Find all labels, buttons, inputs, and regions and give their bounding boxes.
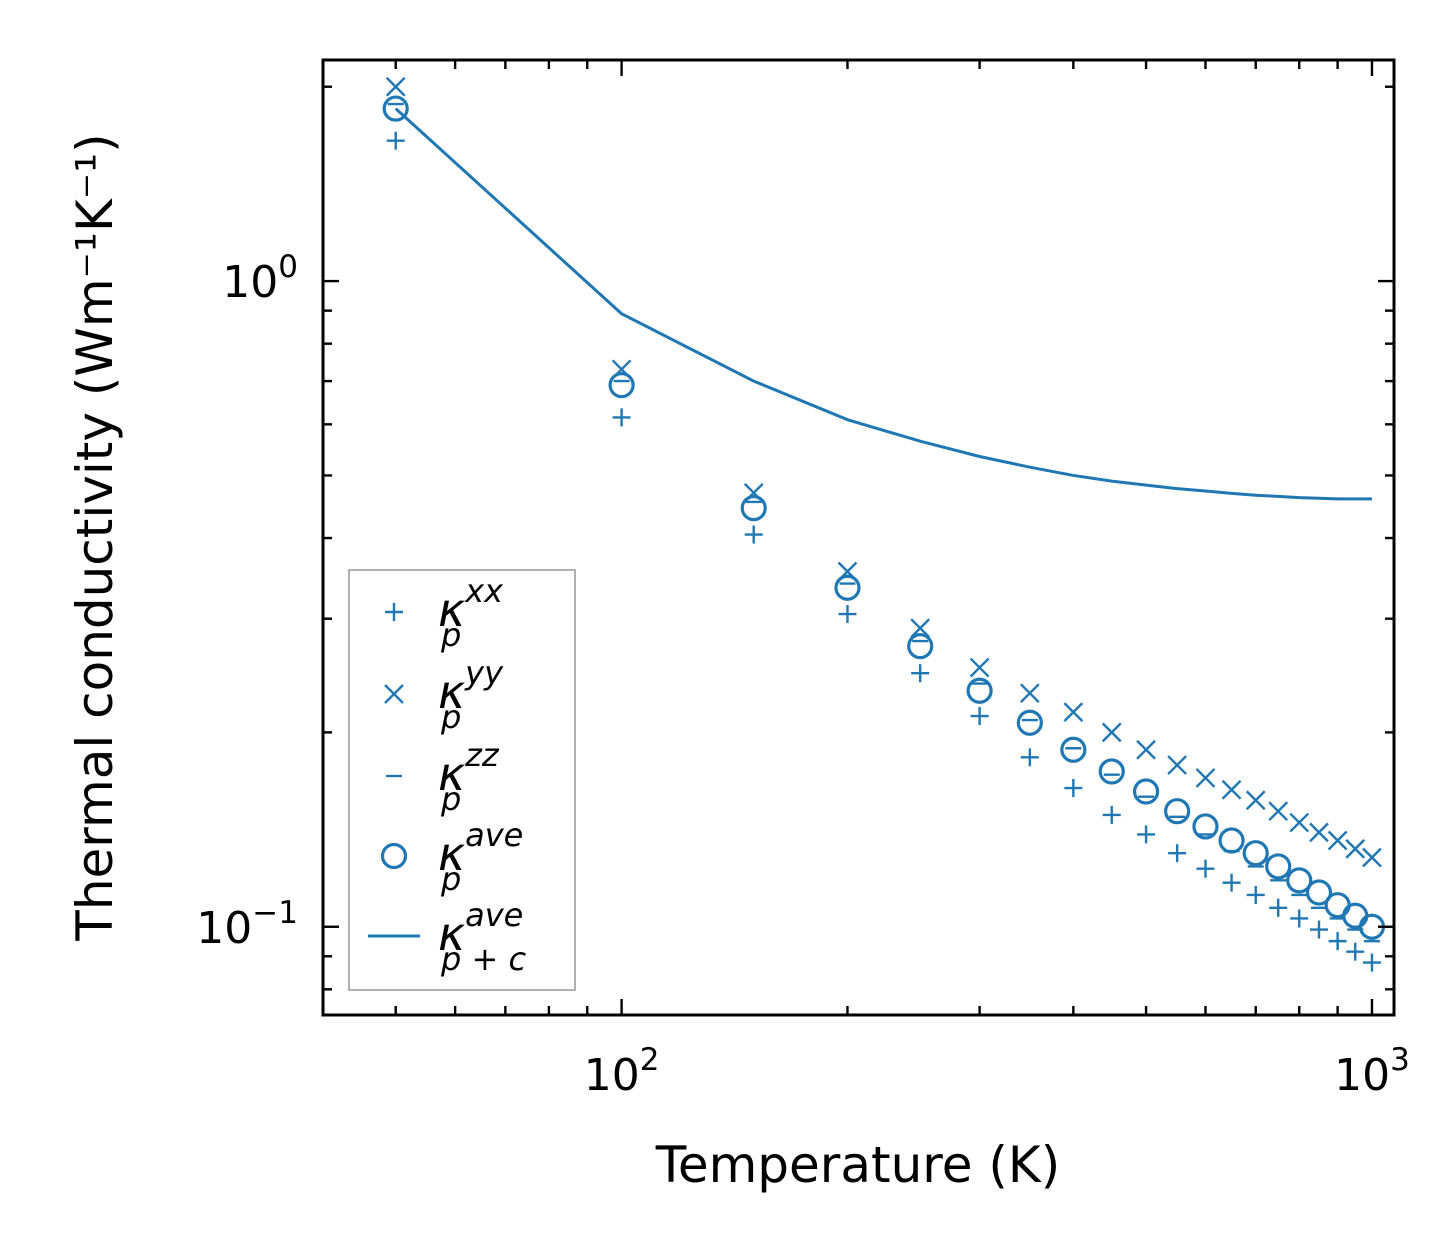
data-point-kappa-p-yy-550 [1167, 755, 1187, 775]
data-point-kappa-p-xx-150 [744, 525, 763, 544]
data-point-kappa-p-yy-800 [1289, 812, 1310, 833]
data-point-kappa-p-ave-50 [382, 95, 409, 122]
data-point-kappa-p-ave-150 [740, 495, 767, 522]
data-point-kappa-p-xx-750 [1269, 898, 1288, 917]
data-point-kappa-p-xx-950 [1346, 942, 1365, 961]
legend-entry-kappa-p-yy: κyy p [384, 654, 504, 736]
data-point-kappa-p-ave-850 [1305, 879, 1333, 906]
data-point-kappa-p-ave-700 [1242, 840, 1269, 867]
data-point-kappa-p-xx-800 [1290, 909, 1309, 928]
legend-swatch-circle [380, 842, 408, 870]
data-point-kappa-p-yy-950 [1345, 839, 1366, 859]
data-point-kappa-p-xx-450 [1102, 805, 1121, 824]
legend-entry-kappa-p-ave: κave p [380, 816, 523, 898]
data-point-kappa-p-xx-900 [1328, 932, 1347, 951]
data-point-kappa-p-yy-600 [1195, 768, 1216, 788]
data-point-kappa-p-yy-500 [1136, 739, 1156, 760]
data-point-kappa-p-ave-400 [1060, 736, 1087, 763]
tick-labels: 102 103 100 10−1 [196, 249, 1410, 1101]
data-point-kappa-p-ave-800 [1286, 867, 1313, 894]
legend-label-kappa-p-zz: κzz p [438, 736, 500, 818]
data-point-kappa-p-ave-200 [834, 574, 861, 601]
data-point-kappa-p-xx-700 [1246, 885, 1265, 904]
data-point-kappa-p-xx-550 [1168, 844, 1187, 863]
data-point-kappa-p-yy-300 [969, 657, 990, 678]
data-point-kappa-p-yy-50 [385, 76, 406, 97]
data-point-kappa-p-yy-350 [1019, 683, 1040, 704]
series-line-kappa-p-c-ave [394, 107, 1372, 501]
data-point-kappa-p-xx-400 [1064, 779, 1083, 798]
data-point-kappa-p-yy-250 [910, 618, 931, 639]
data-point-kappa-p-xx-650 [1222, 873, 1241, 892]
data-point-kappa-p-yy-650 [1221, 779, 1242, 800]
data-point-kappa-p-ave-300 [966, 677, 993, 704]
data-point-kappa-p-ave-450 [1098, 758, 1125, 785]
series-kappa-p-zz [387, 102, 1380, 943]
data-point-kappa-p-xx-1000 [1362, 953, 1381, 972]
data-point-kappa-p-xx-100 [612, 408, 631, 427]
data-point-kappa-p-yy-1000 [1362, 847, 1382, 868]
legend-label-kappa-p-ave: κave p [438, 816, 523, 898]
legend-label-kappa-p-c-ave: κave p + c [438, 896, 526, 978]
data-point-kappa-p-ave-250 [907, 633, 934, 660]
data-point-kappa-p-yy-850 [1309, 822, 1329, 843]
plot-frame [321, 58, 1396, 1017]
data-point-kappa-p-ave-750 [1265, 853, 1292, 880]
data-point-kappa-p-ave-350 [1016, 709, 1043, 736]
series-kappa-p-xx [386, 131, 1381, 972]
data-point-kappa-p-ave-500 [1132, 778, 1160, 805]
data-point-kappa-p-xx-600 [1196, 859, 1215, 878]
legend-label-kappa-p-yy: κyy p [438, 654, 504, 736]
data-point-kappa-p-yy-900 [1327, 830, 1348, 851]
y-tick-label-0.1: 10−1 [196, 895, 298, 954]
data-point-kappa-p-xx-250 [911, 664, 930, 683]
legend-entry-kappa-p-c-ave: κave p + c [368, 896, 526, 978]
data-point-kappa-p-ave-100 [608, 372, 635, 399]
data-point-kappa-p-yy-750 [1268, 801, 1289, 822]
x-tick-label-100: 102 [584, 1042, 660, 1101]
legend-swatch-x [384, 684, 404, 704]
data-point-kappa-p-xx-200 [838, 605, 857, 624]
data-point-kappa-p-ave-600 [1192, 813, 1219, 840]
data-point-kappa-p-yy-450 [1101, 722, 1122, 743]
x-axis-title: Temperature (K) [655, 1136, 1060, 1194]
y-axis-title: Thermal conductivity (Wm⁻¹K⁻¹) [66, 133, 124, 941]
data-point-kappa-p-xx-350 [1020, 748, 1039, 767]
legend-frame [348, 569, 576, 991]
legend-swatch-plus [385, 603, 403, 621]
data-point-kappa-p-xx-850 [1309, 920, 1328, 939]
data-point-kappa-p-xx-300 [970, 707, 989, 726]
plot-content [382, 76, 1386, 972]
series-kappa-p-ave [382, 95, 1386, 940]
legend-entry-kappa-p-zz: κzz p [386, 736, 500, 818]
y-tick-label-1: 100 [222, 249, 298, 308]
x-tick-label-1000: 103 [1334, 1042, 1410, 1101]
legend-entry-kappa-p-xx: κxx p [385, 572, 504, 654]
legend-label-kappa-p-xx: κxx p [438, 572, 504, 654]
data-point-kappa-p-ave-650 [1218, 827, 1245, 854]
data-point-kappa-p-xx-50 [386, 131, 405, 150]
data-point-kappa-p-ave-550 [1164, 798, 1191, 825]
data-point-kappa-p-xx-500 [1137, 825, 1156, 844]
data-point-kappa-p-yy-700 [1245, 790, 1266, 811]
data-point-kappa-p-yy-400 [1063, 702, 1084, 722]
